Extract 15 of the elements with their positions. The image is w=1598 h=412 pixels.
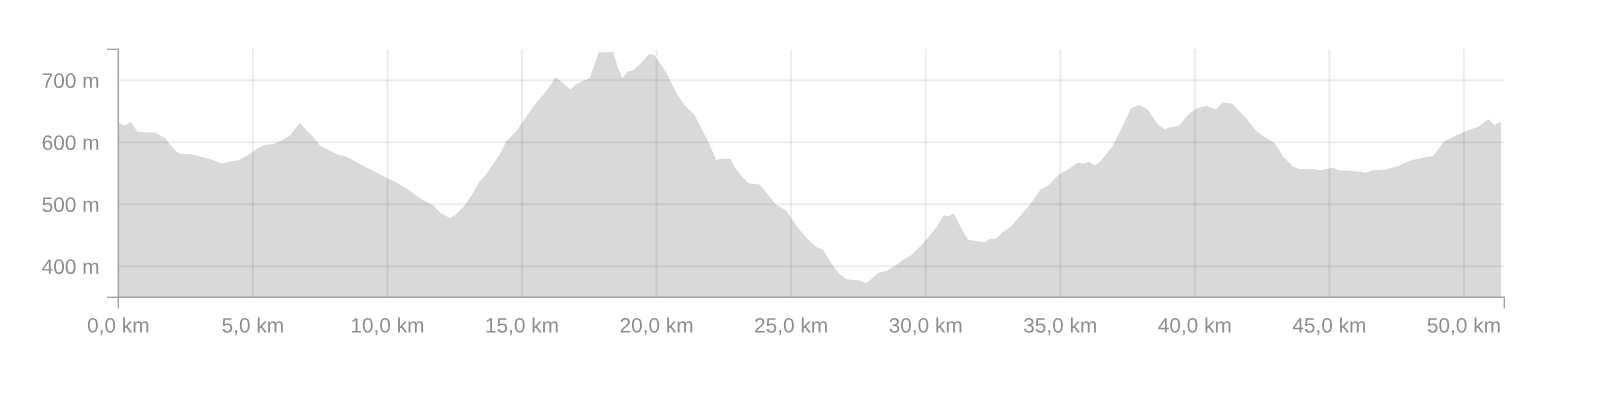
x-tick-label: 30,0 km — [889, 317, 962, 336]
x-tick-label: 20,0 km — [620, 317, 693, 336]
x-tick-label: 5,0 km — [222, 317, 283, 336]
y-tick-label: 700 m — [42, 73, 99, 89]
y-tick-label: 600 m — [42, 135, 99, 151]
x-tick-label: 25,0 km — [755, 317, 827, 336]
x-tick-label: 45,0 km — [1292, 317, 1366, 336]
x-tick-label: 15,0 km — [486, 317, 558, 336]
x-tick-label: 0,0 km — [87, 317, 149, 336]
y-tick-label: 500 m — [42, 197, 99, 213]
x-tick-label: 10,0 km — [351, 317, 424, 336]
y-tick-label: 400 m — [42, 259, 99, 275]
x-tick-label: 40,0 km — [1158, 317, 1231, 336]
x-tick-label: 50,0 km — [1427, 317, 1500, 336]
x-tick-label: 35,0 km — [1023, 317, 1096, 336]
